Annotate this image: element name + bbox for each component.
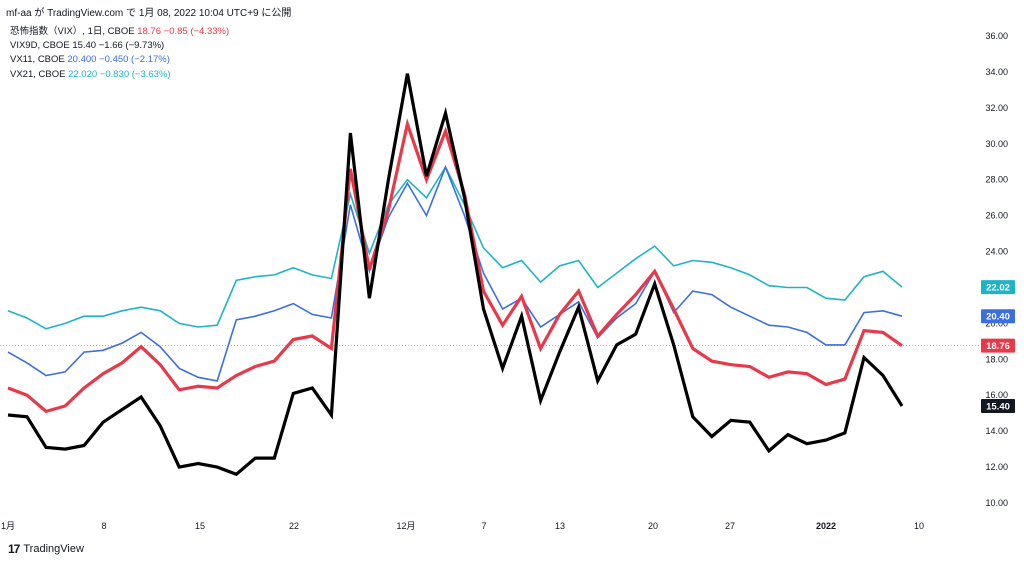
legend-symbol: VX21, CBOE (10, 68, 66, 80)
x-tick-label: 22 (289, 521, 299, 531)
legend-change: −0.85 (−4.33%) (163, 26, 230, 37)
y-tick-label: 36.00 (985, 31, 1008, 41)
x-tick-label: 10 (914, 521, 924, 531)
legend-value: 18.76 (137, 26, 164, 37)
price-label-text: 15.40 (986, 402, 1010, 413)
price-label-bg (981, 280, 1015, 295)
y-tick-label: 28.00 (985, 175, 1008, 185)
legend-value: 20.400 (67, 54, 100, 66)
x-tick-label: 1月 (1, 521, 15, 531)
legend-change: −0.830 (−3.63%) (99, 68, 171, 80)
x-tick-label: 7 (481, 521, 486, 531)
x-tick-label: 13 (555, 521, 565, 531)
x-tick-label: 2022 (816, 521, 836, 531)
legend-row: VX21, CBOE 22.020 −0.830 (−3.63%) (10, 68, 229, 82)
publish-attribution: mf-aa が TradingView.com で 1月 08, 2022 10… (6, 8, 292, 19)
x-tick-label: 15 (195, 521, 205, 531)
legend-symbol: VIX9D, CBOE (10, 40, 70, 52)
y-tick-label: 12.00 (985, 462, 1008, 472)
legend-symbol: VX11, CBOE (10, 54, 65, 66)
price-label-text: 22.02 (986, 283, 1010, 294)
series-vx21 (7, 165, 903, 330)
price-label: 22.02 (981, 280, 1015, 295)
y-tick-label: 14.00 (985, 426, 1008, 436)
price-label-bg (981, 338, 1015, 353)
y-tick-label: 32.00 (985, 103, 1008, 113)
x-tick-label: 20 (648, 521, 658, 531)
tradingview-brand-label: TradingView (23, 543, 84, 555)
series-line (7, 118, 903, 414)
legend: 恐怖指数（VIX）, 1日, CBOE 18.76 −0.85 (−4.33%)… (10, 25, 229, 82)
legend-symbol: 恐怖指数（VIX）, 1日, CBOE (10, 26, 135, 37)
legend-change: −0.450 (−2.17%) (99, 54, 170, 66)
price-label-text: 18.76 (986, 341, 1010, 352)
y-axis: 10.0012.0014.0016.0018.0020.0022.0024.00… (985, 31, 1008, 508)
price-label-text: 20.40 (986, 312, 1010, 323)
price-label: 18.76 (981, 338, 1015, 353)
price-label: 20.40 (981, 309, 1015, 324)
legend-row: VIX9D, CBOE 15.40 −1.66 (−9.73%) (10, 39, 229, 53)
y-tick-label: 18.00 (985, 354, 1008, 364)
y-tick-label: 16.00 (985, 390, 1008, 400)
legend-row: VX11, CBOE 20.400 −0.450 (−2.17%) (10, 53, 229, 67)
x-tick-label: 27 (725, 521, 735, 531)
series-layer (7, 73, 904, 477)
x-tick-label: 12月 (396, 521, 415, 531)
price-label-bg (981, 399, 1015, 414)
y-tick-label: 10.00 (985, 498, 1008, 508)
x-tick-label: 8 (101, 521, 106, 531)
legend-value: 15.40 (72, 40, 99, 52)
legend-change: −1.66 (−9.73%) (98, 40, 165, 52)
tradingview-logo-icon: 17 (8, 542, 20, 556)
y-tick-label: 20.00 (985, 318, 1008, 328)
price-label: 15.40 (981, 399, 1015, 414)
series-line (7, 165, 903, 330)
y-tick-label: 24.00 (985, 247, 1008, 257)
series-vix (7, 118, 903, 414)
price-label-bg (981, 309, 1015, 324)
series-line (7, 73, 904, 477)
x-axis: 1月 8 15 22 12月 7 13 20 27 2022 10 (1, 521, 924, 531)
series-line (7, 164, 903, 382)
legend-value: 22.020 (68, 68, 100, 80)
price-labels: 22.02 20.40 18.76 15.40 (981, 280, 1015, 414)
y-tick-label: 30.00 (985, 139, 1008, 149)
series-vix9d (7, 73, 904, 477)
series-vx11 (7, 164, 903, 382)
legend-row: 恐怖指数（VIX）, 1日, CBOE 18.76 −0.85 (−4.33%) (10, 25, 229, 39)
y-tick-label: 34.00 (985, 67, 1008, 77)
tradingview-logo[interactable]: 17 TradingView (8, 542, 84, 556)
y-tick-label: 26.00 (985, 211, 1008, 221)
